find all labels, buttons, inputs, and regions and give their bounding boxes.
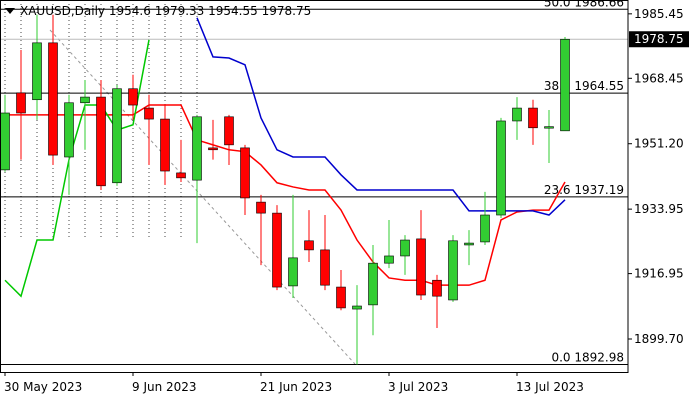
candle-body — [416, 238, 426, 296]
candle-body — [496, 120, 506, 216]
fibo-price: 1964.55 — [574, 79, 624, 93]
candle-body — [272, 212, 282, 288]
fibo-ratio: 23.6 — [544, 183, 571, 197]
candle-body — [400, 239, 410, 257]
candle-body — [352, 305, 362, 310]
candle-body — [192, 116, 202, 181]
candle-body — [448, 240, 458, 301]
fibo-label: 23.6 1937.19 — [544, 183, 624, 197]
candle-body — [288, 257, 298, 287]
candle-body — [208, 147, 218, 151]
symbol: XAUUSD,Daily — [20, 4, 105, 18]
fibo-label: 38.2 1964.55 — [544, 79, 624, 93]
candle-body — [80, 96, 90, 104]
header: XAUUSD,Daily 1954.6 1979.33 1954.55 1978… — [20, 4, 311, 18]
x-tick-label: 21 Jun 2023 — [260, 380, 332, 394]
y-tick-label: 1951.20 — [634, 137, 684, 151]
fibo-ratio: 50.0 — [544, 0, 571, 9]
candle-body — [112, 88, 122, 184]
candle-body — [512, 107, 522, 122]
header-high: 1979.33 — [155, 4, 205, 18]
fibo-price: 1937.19 — [574, 183, 624, 197]
candle-body — [96, 96, 106, 187]
candle-body — [256, 201, 266, 214]
y-tick-label: 1933.95 — [634, 202, 684, 216]
header-open: 1954.6 — [109, 4, 151, 18]
candle-body — [464, 242, 474, 246]
candle-body — [48, 42, 58, 156]
candle-body — [64, 102, 74, 158]
y-tick-label: 1985.45 — [634, 7, 684, 21]
fibo-price: 1986.66 — [574, 0, 624, 9]
candle-body — [224, 116, 234, 146]
candle-body — [304, 240, 314, 251]
candle-body — [176, 172, 186, 179]
candle-body — [528, 107, 538, 129]
candle-body — [368, 262, 378, 306]
plot: 50.0 1986.66 38.2 1964.55 23.6 1937.19 0.0 … — [0, 0, 628, 365]
candle-body — [560, 38, 570, 132]
price-box-label: 1978.75 — [634, 32, 684, 46]
candle-body — [16, 92, 26, 114]
y-tick-label: 1916.95 — [634, 267, 684, 281]
menu-icon — [5, 8, 15, 14]
candle-body — [128, 88, 138, 106]
fibo-ratio: 0.0 — [551, 350, 570, 364]
candle-body — [432, 279, 442, 297]
x-tick-label: 9 Jun 2023 — [132, 380, 197, 394]
candle-body — [32, 42, 42, 101]
candle-body — [240, 147, 250, 199]
candle-body — [384, 255, 394, 264]
candle-body — [480, 214, 490, 243]
x-tick-label: 30 May 2023 — [4, 380, 82, 394]
fibo-label: 0.0 1892.98 — [551, 350, 624, 364]
fibo-price: 1892.98 — [574, 350, 624, 364]
candle-body — [336, 286, 346, 309]
header-low: 1954.55 — [208, 4, 258, 18]
candle-body — [144, 107, 154, 120]
candle-body — [320, 249, 330, 286]
indicator-line — [4, 39, 150, 298]
plot-frame — [0, 0, 629, 373]
y-tick-label: 1968.45 — [634, 71, 684, 85]
header-close: 1978.75 — [262, 4, 312, 18]
candle-body — [0, 112, 10, 171]
x-tick-label: 3 Jul 2023 — [388, 380, 448, 394]
price-box — [629, 31, 689, 48]
x-tick-label: 13 Jul 2023 — [516, 380, 584, 394]
candle-body — [160, 118, 170, 172]
y-tick-label: 1899.70 — [634, 332, 684, 346]
candle-body — [544, 126, 554, 129]
fibo-label: 50.0 1986.66 — [544, 0, 624, 9]
